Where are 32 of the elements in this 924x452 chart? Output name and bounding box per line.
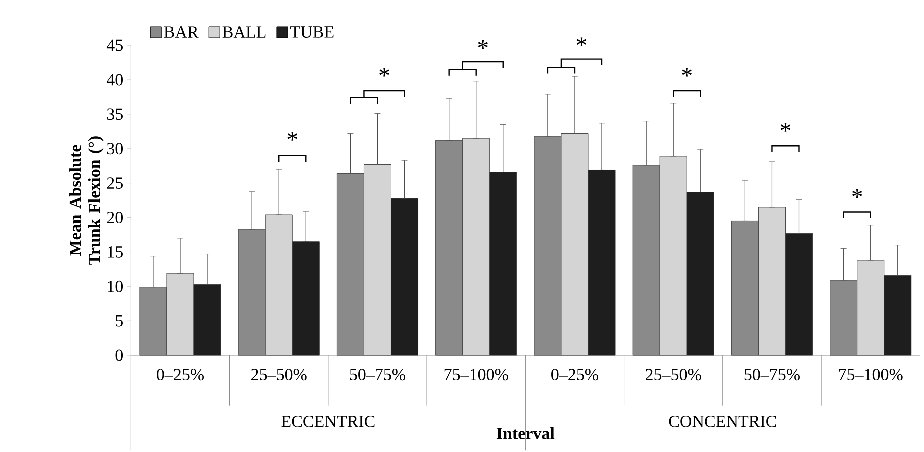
y-tick-label: 45 xyxy=(106,40,123,52)
annotation: * xyxy=(478,40,488,50)
x-tick-label: 25–50% xyxy=(646,369,702,381)
y-axis-title: Mean Absolute Trunk Flexion (°) xyxy=(69,136,104,265)
x-tick-label: 0–25% xyxy=(157,369,204,381)
annotation: * xyxy=(780,123,791,132)
y-tick-label: 25 xyxy=(107,178,123,190)
legend-label: BALL xyxy=(222,26,266,38)
x-tick-label: 0–25% xyxy=(552,369,598,381)
annotation: * xyxy=(380,68,390,77)
y-tick-label: 0 xyxy=(116,350,124,362)
text: CONCENTRIC xyxy=(669,416,776,428)
x-tick-label: 25–50% xyxy=(252,369,307,381)
y-tick-label: 5 xyxy=(116,315,123,327)
annotation: * xyxy=(852,189,862,198)
legend-label: BAR xyxy=(164,26,199,38)
annotation: * xyxy=(576,38,587,46)
text: ECCENTRIC xyxy=(282,416,375,428)
x-tick-label: 75–100% xyxy=(839,369,903,381)
y-tick-label: 10 xyxy=(108,280,124,292)
y-tick-label: 30 xyxy=(107,143,124,155)
y-tick-label: 15 xyxy=(108,246,123,258)
x-tick-label: 50–75% xyxy=(744,369,800,381)
y-tick-label: 20 xyxy=(107,212,124,224)
annotation: * xyxy=(288,132,298,141)
x-axis-title: Interval xyxy=(496,427,555,440)
legend-label: TUBE xyxy=(290,26,334,38)
x-tick-label: 75–100% xyxy=(444,369,508,381)
y-tick-label: 35 xyxy=(107,108,123,120)
x-tick-label: 50–75% xyxy=(350,369,406,381)
y-tick-label: 40 xyxy=(106,74,124,86)
annotation: * xyxy=(682,68,692,77)
